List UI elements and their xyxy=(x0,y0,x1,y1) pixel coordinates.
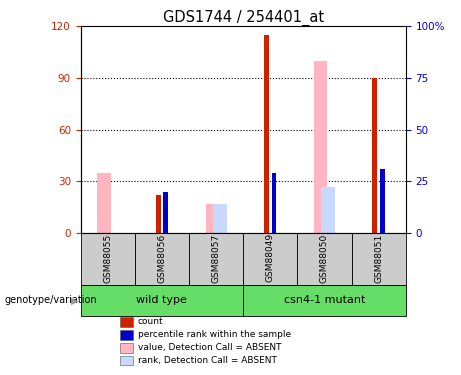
Text: GSM88050: GSM88050 xyxy=(320,233,329,282)
Text: ▶: ▶ xyxy=(71,295,79,305)
Text: GSM88049: GSM88049 xyxy=(266,233,275,282)
Text: GSM88051: GSM88051 xyxy=(374,233,383,282)
Bar xyxy=(81,233,135,285)
Text: genotype/variation: genotype/variation xyxy=(5,295,97,305)
Bar xyxy=(156,195,160,233)
Bar xyxy=(120,343,133,352)
Bar xyxy=(352,233,406,285)
Title: GDS1744 / 254401_at: GDS1744 / 254401_at xyxy=(163,10,324,26)
Bar xyxy=(97,173,111,233)
Bar xyxy=(380,169,385,233)
Text: percentile rank within the sample: percentile rank within the sample xyxy=(137,330,291,339)
Bar xyxy=(120,330,133,340)
Text: GSM88056: GSM88056 xyxy=(157,233,166,282)
Bar xyxy=(120,317,133,327)
Bar xyxy=(213,204,227,233)
Text: GSM88055: GSM88055 xyxy=(103,233,112,282)
Bar xyxy=(372,78,377,233)
Text: rank, Detection Call = ABSENT: rank, Detection Call = ABSENT xyxy=(137,356,277,365)
Bar xyxy=(135,233,189,285)
Bar xyxy=(321,186,335,233)
Bar xyxy=(206,204,219,233)
Text: value, Detection Call = ABSENT: value, Detection Call = ABSENT xyxy=(137,344,281,352)
Bar xyxy=(297,233,352,285)
Bar xyxy=(163,192,168,233)
Bar xyxy=(189,233,243,285)
Text: wild type: wild type xyxy=(136,295,187,305)
Text: csn4-1 mutant: csn4-1 mutant xyxy=(284,295,365,305)
Bar xyxy=(264,35,269,233)
Bar xyxy=(81,285,243,316)
Bar xyxy=(243,233,297,285)
Text: GSM88057: GSM88057 xyxy=(212,233,221,282)
Bar xyxy=(314,61,327,233)
Text: count: count xyxy=(137,318,163,327)
Bar xyxy=(272,173,277,233)
Bar xyxy=(243,285,406,316)
Bar xyxy=(120,356,133,365)
